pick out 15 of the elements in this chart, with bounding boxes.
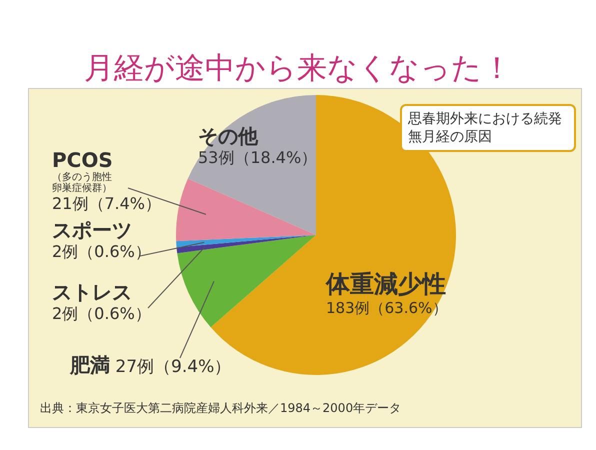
data-label: 2例（0.6%）: [52, 242, 151, 262]
chart-title: 月経が途中から来なくなった！: [83, 50, 513, 88]
slice-label: 肥満: [70, 353, 110, 377]
data-label: 53例（18.4%）: [198, 148, 318, 168]
data-label: 21例（7.4%）: [52, 194, 162, 214]
text: （多のう胞性卵巣症候群）: [52, 172, 113, 194]
slice-label: PCOS: [52, 148, 113, 172]
slice-label: ストレス: [52, 280, 132, 304]
slice-label: スポーツ: [52, 218, 132, 242]
data-label: 2例（0.6%）: [52, 304, 151, 324]
slice-label: 体重減少性: [326, 270, 446, 298]
text: 思春期外来における続発無月経の原因: [400, 104, 576, 152]
source-note: 出典：東京女子医大第二病院産婦人科外来／1984～2000年データ: [40, 400, 402, 417]
data-label: 27例（9.4%）: [114, 357, 232, 377]
slice-label: その他: [198, 124, 258, 148]
